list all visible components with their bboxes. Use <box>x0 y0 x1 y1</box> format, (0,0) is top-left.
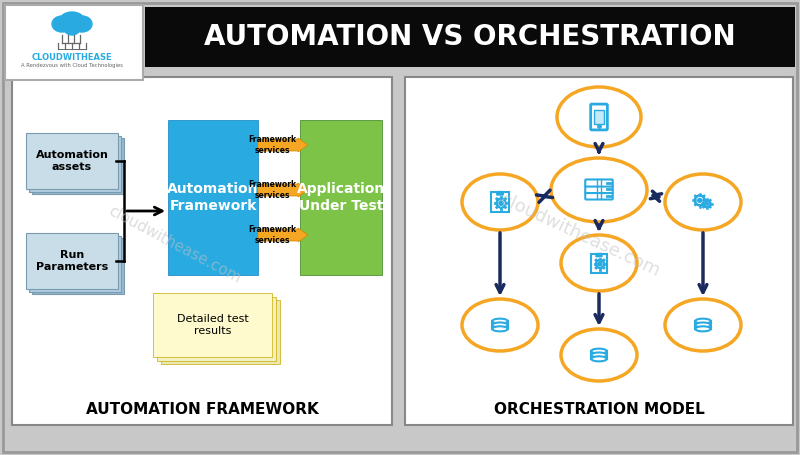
Circle shape <box>698 198 702 202</box>
Circle shape <box>598 262 602 266</box>
FancyBboxPatch shape <box>12 77 392 425</box>
Text: cloudwithease.com: cloudwithease.com <box>106 204 244 286</box>
Circle shape <box>703 200 710 207</box>
Ellipse shape <box>462 299 538 351</box>
Text: A Rendezvous with Cloud Technologies: A Rendezvous with Cloud Technologies <box>21 62 123 67</box>
Ellipse shape <box>665 299 741 351</box>
Ellipse shape <box>557 87 641 147</box>
Ellipse shape <box>64 21 80 35</box>
Text: cloudwithease.com: cloudwithease.com <box>498 190 662 280</box>
Ellipse shape <box>561 235 637 291</box>
FancyBboxPatch shape <box>161 300 280 364</box>
Text: Automation
Framework: Automation Framework <box>167 182 258 212</box>
FancyBboxPatch shape <box>586 186 613 193</box>
Text: Framework
services: Framework services <box>248 225 296 245</box>
Text: CLOUDWITHEASE: CLOUDWITHEASE <box>32 54 112 62</box>
Ellipse shape <box>695 318 711 324</box>
Text: AUTOMATION VS ORCHESTRATION: AUTOMATION VS ORCHESTRATION <box>204 23 736 51</box>
Ellipse shape <box>695 326 711 331</box>
Ellipse shape <box>665 174 741 230</box>
FancyArrow shape <box>258 228 308 242</box>
FancyBboxPatch shape <box>405 77 793 425</box>
Circle shape <box>499 201 503 205</box>
FancyBboxPatch shape <box>594 110 604 124</box>
FancyBboxPatch shape <box>29 236 121 292</box>
Ellipse shape <box>591 353 606 358</box>
FancyArrow shape <box>258 183 308 197</box>
Circle shape <box>694 195 705 205</box>
Text: Framework
services: Framework services <box>248 180 296 200</box>
FancyBboxPatch shape <box>5 5 143 80</box>
FancyBboxPatch shape <box>586 192 613 199</box>
Ellipse shape <box>52 16 72 32</box>
FancyBboxPatch shape <box>586 179 613 187</box>
Text: AUTOMATION FRAMEWORK: AUTOMATION FRAMEWORK <box>86 403 318 418</box>
FancyBboxPatch shape <box>157 297 276 360</box>
Ellipse shape <box>492 326 508 331</box>
FancyBboxPatch shape <box>300 120 382 275</box>
Circle shape <box>596 260 604 268</box>
Text: Run
Parameters: Run Parameters <box>36 250 108 272</box>
Ellipse shape <box>591 349 606 354</box>
Ellipse shape <box>72 16 92 32</box>
FancyBboxPatch shape <box>497 192 503 195</box>
Ellipse shape <box>591 356 606 361</box>
FancyBboxPatch shape <box>29 136 121 192</box>
FancyBboxPatch shape <box>590 104 607 130</box>
Ellipse shape <box>60 12 84 28</box>
FancyBboxPatch shape <box>591 253 607 273</box>
Text: Detailed test
results: Detailed test results <box>177 314 248 336</box>
Text: Automation
assets: Automation assets <box>35 150 109 172</box>
FancyBboxPatch shape <box>26 233 118 289</box>
Ellipse shape <box>695 323 711 328</box>
Text: Framework
services: Framework services <box>248 135 296 155</box>
Circle shape <box>706 202 708 205</box>
Ellipse shape <box>492 318 508 324</box>
FancyBboxPatch shape <box>168 120 258 275</box>
Ellipse shape <box>462 174 538 230</box>
FancyBboxPatch shape <box>153 293 272 357</box>
Text: Application
Under Test: Application Under Test <box>297 182 385 212</box>
Ellipse shape <box>561 329 637 381</box>
FancyBboxPatch shape <box>32 138 124 194</box>
FancyArrow shape <box>258 138 308 152</box>
Text: ORCHESTRATION MODEL: ORCHESTRATION MODEL <box>494 403 704 418</box>
Ellipse shape <box>492 323 508 328</box>
FancyBboxPatch shape <box>26 133 118 189</box>
Ellipse shape <box>551 158 647 222</box>
FancyBboxPatch shape <box>491 192 509 212</box>
FancyBboxPatch shape <box>145 7 795 67</box>
FancyBboxPatch shape <box>596 253 602 257</box>
FancyBboxPatch shape <box>3 3 797 452</box>
FancyBboxPatch shape <box>32 238 124 294</box>
Circle shape <box>497 198 506 208</box>
